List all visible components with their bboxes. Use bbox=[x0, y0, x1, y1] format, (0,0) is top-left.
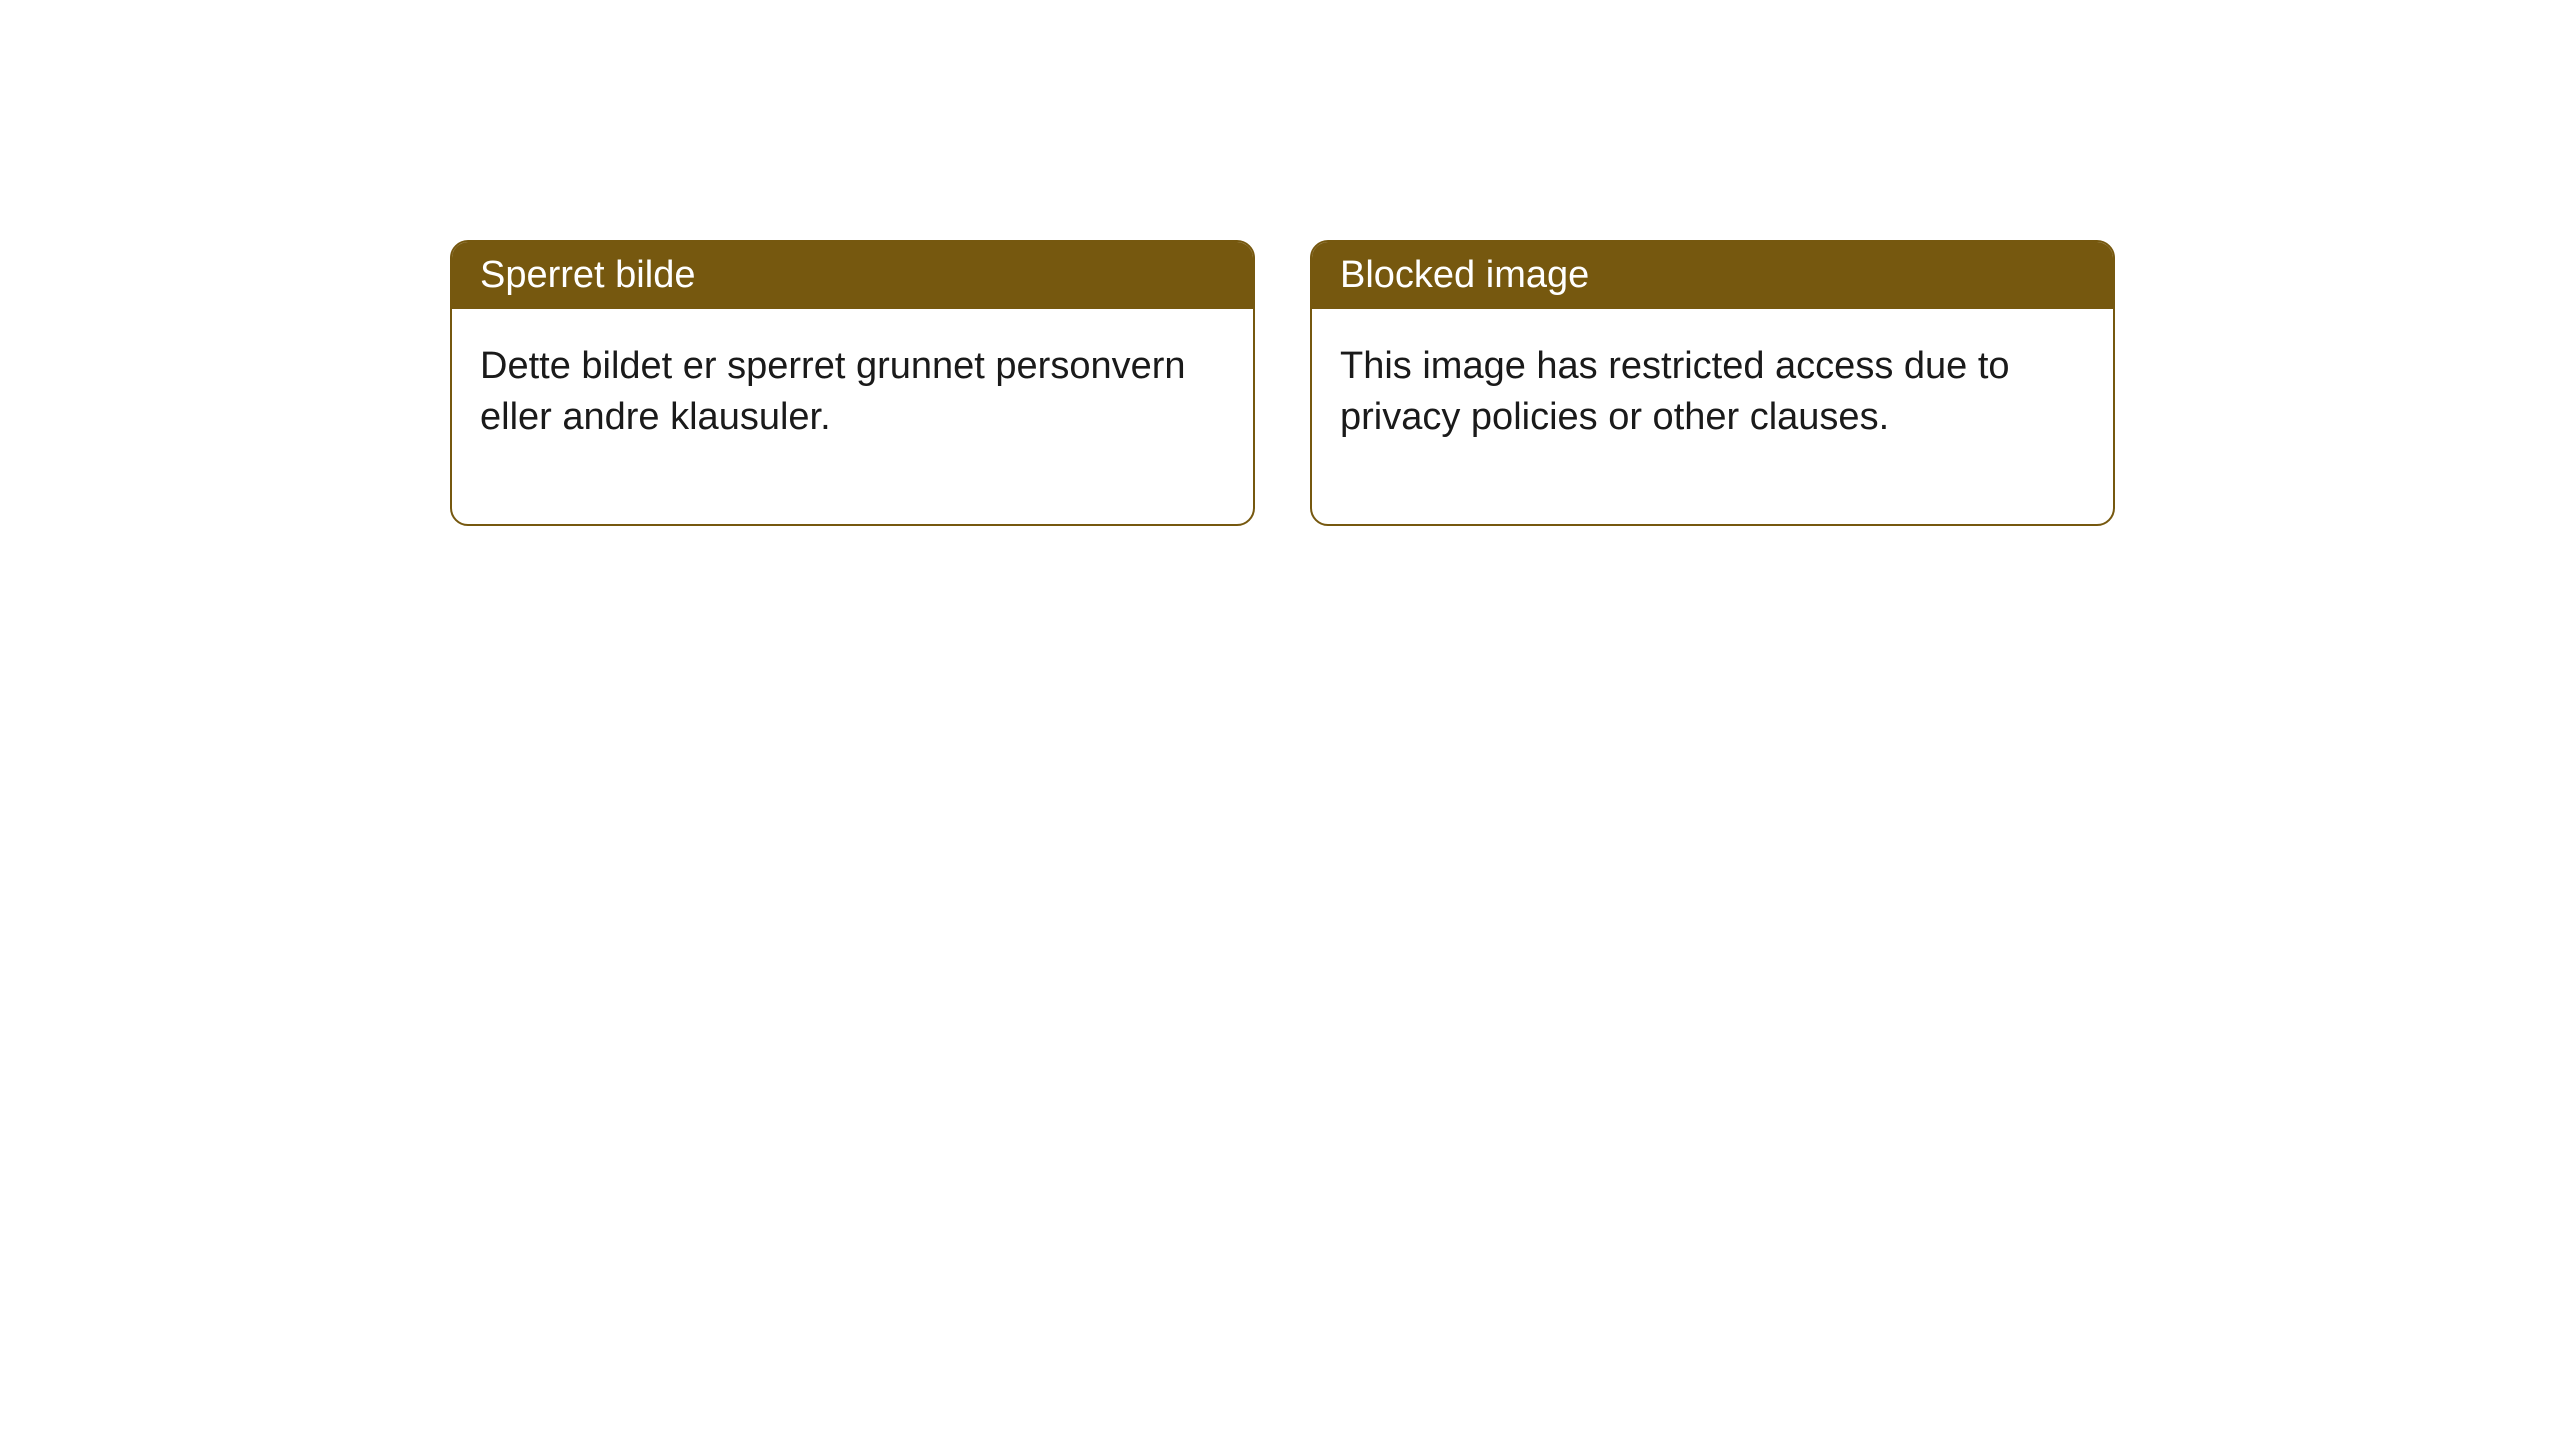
notice-body-text: This image has restricted access due to … bbox=[1312, 309, 2113, 524]
notice-title: Blocked image bbox=[1312, 242, 2113, 309]
notice-body-text: Dette bildet er sperret grunnet personve… bbox=[452, 309, 1253, 524]
blocked-image-notice-no: Sperret bilde Dette bildet er sperret gr… bbox=[450, 240, 1255, 526]
blocked-image-notice-en: Blocked image This image has restricted … bbox=[1310, 240, 2115, 526]
notice-title: Sperret bilde bbox=[452, 242, 1253, 309]
